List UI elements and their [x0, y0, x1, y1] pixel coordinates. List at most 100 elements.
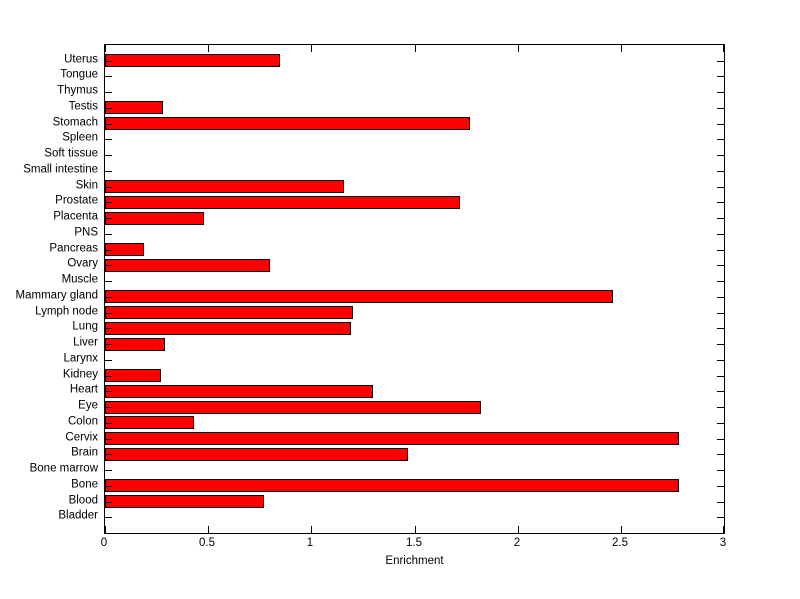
y-tick-label-tongue: Tongue: [60, 68, 98, 81]
y-left-tick-lymph-node: [105, 313, 112, 314]
bar-colon: [105, 416, 194, 429]
y-tick-label-pancreas: Pancreas: [49, 242, 98, 255]
x-axis-title: Enrichment: [385, 555, 444, 567]
bar-kidney: [105, 369, 161, 382]
y-left-tick-colon: [105, 423, 112, 424]
y-right-tick-bone: [717, 486, 724, 487]
x-bottom-tick-1.5: [415, 526, 416, 533]
x-tick-label-0.5: 0.5: [199, 537, 215, 549]
y-right-tick-lymph-node: [717, 313, 724, 314]
bar-blood: [105, 495, 264, 508]
x-tick-label-3: 3: [719, 537, 727, 549]
y-right-tick-heart: [717, 391, 724, 392]
y-tick-label-spleen: Spleen: [62, 131, 98, 144]
y-right-tick-brain: [717, 454, 724, 455]
y-tick-label-prostate: Prostate: [55, 194, 98, 207]
y-tick-label-blood: Blood: [68, 494, 98, 507]
bar-lung: [105, 322, 351, 335]
y-tick-label-bladder: Bladder: [58, 509, 98, 522]
y-tick-label-eye: Eye: [78, 399, 98, 412]
y-tick-label-lymph-node: Lymph node: [35, 305, 98, 318]
y-left-tick-testis: [105, 108, 112, 109]
y-tick-label-heart: Heart: [69, 383, 98, 396]
x-top-tick-1: [311, 45, 312, 52]
x-tick-label-0: 0: [100, 537, 108, 549]
y-right-tick-spleen: [717, 139, 724, 140]
y-tick-label-small-intestine: Small intestine: [23, 163, 98, 176]
x-bottom-tick-2: [518, 526, 519, 533]
y-right-tick-bone-marrow: [717, 470, 724, 471]
y-tick-label-testis: Testis: [68, 100, 98, 113]
y-left-tick-kidney: [105, 376, 112, 377]
y-left-tick-thymus: [105, 92, 112, 93]
y-tick-label-soft-tissue: Soft tissue: [44, 147, 98, 160]
y-right-tick-larynx: [717, 360, 724, 361]
bar-brain: [105, 448, 408, 461]
y-right-tick-stomach: [717, 124, 724, 125]
y-left-tick-brain: [105, 454, 112, 455]
bar-heart: [105, 385, 373, 398]
y-left-tick-mammary-gland: [105, 297, 112, 298]
y-left-tick-eye: [105, 407, 112, 408]
y-left-tick-bladder: [105, 517, 112, 518]
y-tick-label-kidney: Kidney: [62, 368, 98, 381]
y-left-tick-pns: [105, 234, 112, 235]
y-right-tick-mammary-gland: [717, 297, 724, 298]
bar-eye: [105, 401, 481, 414]
y-left-tick-uterus: [105, 61, 112, 62]
bar-cervix: [105, 432, 679, 445]
y-left-tick-blood: [105, 502, 112, 503]
bar-ovary: [105, 259, 270, 272]
bar-bone: [105, 479, 679, 492]
x-top-tick-1.5: [415, 45, 416, 52]
bar-prostate: [105, 196, 460, 209]
y-right-tick-cervix: [717, 439, 724, 440]
plot-area: [104, 44, 725, 534]
y-right-tick-blood: [717, 502, 724, 503]
y-right-tick-soft-tissue: [717, 155, 724, 156]
y-tick-label-ovary: Ovary: [67, 257, 98, 270]
x-tick-label-1: 1: [306, 537, 314, 549]
y-left-tick-heart: [105, 391, 112, 392]
y-left-tick-bone: [105, 486, 112, 487]
x-top-tick-2.5: [621, 45, 622, 52]
y-right-tick-prostate: [717, 202, 724, 203]
y-left-tick-skin: [105, 187, 112, 188]
y-left-tick-lung: [105, 328, 112, 329]
y-left-tick-spleen: [105, 139, 112, 140]
bar-liver: [105, 338, 165, 351]
y-left-tick-stomach: [105, 124, 112, 125]
x-tick-label-2: 2: [513, 537, 521, 549]
x-bottom-tick-0.5: [208, 526, 209, 533]
y-right-tick-placenta: [717, 218, 724, 219]
y-right-tick-pancreas: [717, 250, 724, 251]
x-bottom-tick-0: [105, 526, 106, 533]
x-bottom-tick-2.5: [621, 526, 622, 533]
bar-placenta: [105, 212, 204, 225]
y-tick-label-cervix: Cervix: [65, 431, 98, 444]
y-right-tick-small-intestine: [717, 171, 724, 172]
x-top-tick-3: [723, 45, 724, 52]
y-right-tick-muscle: [717, 281, 724, 282]
x-top-tick-0: [105, 45, 106, 52]
bar-lymph-node: [105, 306, 353, 319]
y-tick-label-muscle: Muscle: [61, 273, 98, 286]
y-right-tick-colon: [717, 423, 724, 424]
y-right-tick-thymus: [717, 92, 724, 93]
x-top-tick-2: [518, 45, 519, 52]
y-right-tick-bladder: [717, 517, 724, 518]
y-right-tick-liver: [717, 344, 724, 345]
y-right-tick-ovary: [717, 265, 724, 266]
y-right-tick-uterus: [717, 61, 724, 62]
y-tick-label-thymus: Thymus: [57, 84, 98, 97]
y-tick-label-larynx: Larynx: [63, 352, 98, 365]
y-tick-label-mammary-gland: Mammary gland: [15, 289, 98, 302]
y-left-tick-tongue: [105, 76, 112, 77]
y-tick-label-liver: Liver: [73, 336, 98, 349]
x-bottom-tick-3: [723, 526, 724, 533]
y-left-tick-cervix: [105, 439, 112, 440]
y-left-tick-ovary: [105, 265, 112, 266]
y-right-tick-kidney: [717, 376, 724, 377]
bar-skin: [105, 180, 344, 193]
y-tick-label-skin: Skin: [75, 179, 98, 192]
